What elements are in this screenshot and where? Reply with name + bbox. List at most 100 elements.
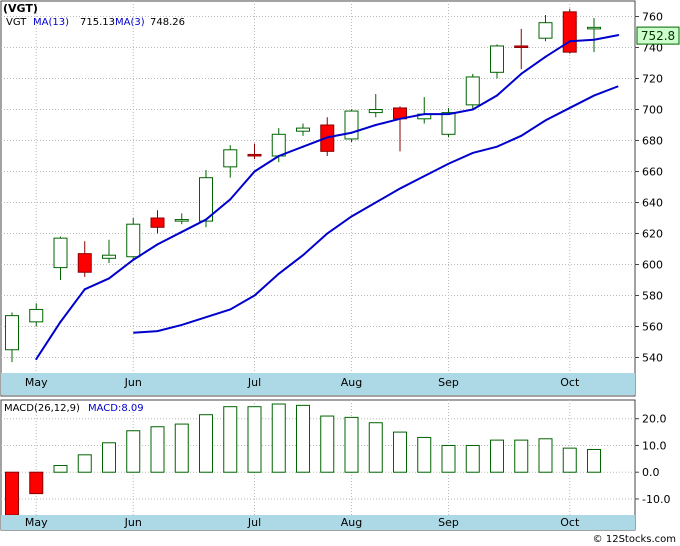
candle-body <box>150 217 165 228</box>
macd-value: MACD:8.09 <box>88 403 144 414</box>
macd-bar <box>29 471 44 495</box>
ma3-segment <box>108 258 135 280</box>
ma3-segment <box>83 277 110 291</box>
price-y-tick-label: 660 <box>642 166 663 179</box>
ma3-segment <box>229 170 256 201</box>
legend-ma13-value: 715.13 <box>80 17 115 28</box>
macd-bar <box>538 438 553 473</box>
macd-bar <box>465 444 480 473</box>
macd-x-tick-label: Aug <box>341 516 362 529</box>
candle-body <box>587 26 601 30</box>
ma3-segment <box>253 155 280 173</box>
macd-bar <box>393 431 407 473</box>
macd-bar <box>126 430 141 473</box>
macd-label: MACD(26,12,9) <box>4 403 80 414</box>
price-y-tick-label: 560 <box>642 321 663 334</box>
price-y-tick-label: 740 <box>642 42 663 55</box>
legend-ma13-label: MA(13) <box>33 17 69 28</box>
legend-ma3-label: MA(3) <box>115 17 145 28</box>
macd-y-axis: -10.0 0.0 10.0 20.0 <box>635 413 670 506</box>
price-y-tick-label: 620 <box>642 228 663 241</box>
macd-bar <box>5 471 19 516</box>
macd-panel: -10.0 0.0 10.0 20.0 May Jun Jul Aug Sep Oct MACD… <box>0 399 670 531</box>
macd-x-axis: May Jun Jul Aug Sep Oct <box>25 516 580 529</box>
ma3-segment <box>593 34 620 41</box>
macd-y-tick-label: -10.0 <box>642 493 670 506</box>
macd-bar <box>77 454 92 473</box>
price-x-tick-label: Jul <box>247 376 261 389</box>
price-plot-frame <box>0 0 636 397</box>
candle-body <box>223 149 238 168</box>
price-x-tick-label: May <box>25 376 48 389</box>
macd-y-tick-label: 0.0 <box>642 466 660 479</box>
price-x-axis: May Jun Jul Aug Sep Oct <box>25 376 580 389</box>
macd-y-tick-label: 20.0 <box>642 413 667 426</box>
macd-bar <box>150 426 165 473</box>
price-panel: 540 560 580 600 620 640 660 680 700 720 740 760 May… <box>0 0 680 397</box>
macd-bar <box>102 442 116 473</box>
ma3-segment <box>568 38 595 43</box>
macd-bar <box>417 436 432 473</box>
ma3-segment <box>544 40 571 58</box>
price-y-tick-label: 580 <box>642 290 663 303</box>
macd-bar <box>320 415 335 473</box>
price-y-tick-label: 760 <box>642 11 663 24</box>
price-x-tick-label: Sep <box>438 376 459 389</box>
macd-bar <box>587 448 601 473</box>
macd-x-tick-label: Sep <box>438 516 459 529</box>
candle-body <box>296 127 310 132</box>
last-price-badge <box>636 26 680 45</box>
macd-bar <box>247 406 262 473</box>
candle-body <box>514 45 529 49</box>
price-y-tick-label: 640 <box>642 197 663 210</box>
candle-body <box>102 254 116 259</box>
ma3-segment <box>471 94 498 111</box>
price-y-tick-label: 700 <box>642 104 663 117</box>
candle-body <box>368 109 383 114</box>
candle-body <box>5 315 19 351</box>
macd-bar <box>441 444 456 473</box>
chart-title: (VGT) <box>3 2 38 15</box>
price-y-tick-label: 600 <box>642 259 663 272</box>
candle-body <box>29 308 44 323</box>
ma3-segment <box>180 218 207 233</box>
last-price-value: 752.8 <box>641 29 675 43</box>
price-x-tick-label: Jun <box>124 376 142 389</box>
macd-x-tick-label: Oct <box>560 516 580 529</box>
price-y-tick-label: 540 <box>642 352 663 365</box>
macd-bar <box>223 406 238 473</box>
ma3-segment <box>374 117 401 126</box>
macd-y-tick-label: 10.0 <box>642 439 667 452</box>
ma3-segment <box>156 230 183 246</box>
ma3-segment <box>35 320 62 361</box>
ma3-segment <box>59 288 86 323</box>
macd-bar <box>514 439 529 473</box>
ma3-segment <box>302 136 329 148</box>
macd-bar <box>368 422 383 473</box>
ma3-segment <box>326 131 353 139</box>
ma3-segment <box>205 198 232 221</box>
candle-body <box>174 219 189 222</box>
candle-body <box>538 22 553 39</box>
candle-body <box>247 153 262 157</box>
macd-bar <box>296 404 310 473</box>
macd-bar <box>53 465 68 473</box>
candle-body <box>271 133 286 157</box>
candle-body <box>53 237 68 269</box>
price-x-tick-label: Aug <box>341 376 362 389</box>
legend-ma3-value: 748.26 <box>150 17 185 28</box>
macd-x-tick-label: Jul <box>247 516 261 529</box>
macd-x-tick-label: Jun <box>124 516 142 529</box>
macd-x-axis-strip <box>1 515 635 530</box>
candle-body <box>344 110 359 140</box>
price-y-tick-label: 680 <box>642 135 663 148</box>
macd-bar <box>490 439 504 473</box>
candle-body <box>562 11 577 53</box>
ma3-segment <box>496 72 523 97</box>
legend-symbol: VGT <box>6 17 27 28</box>
ma3-segment <box>520 55 547 75</box>
ma3-segment <box>399 113 426 120</box>
footer-credit: © 12Stocks.com <box>593 534 676 545</box>
